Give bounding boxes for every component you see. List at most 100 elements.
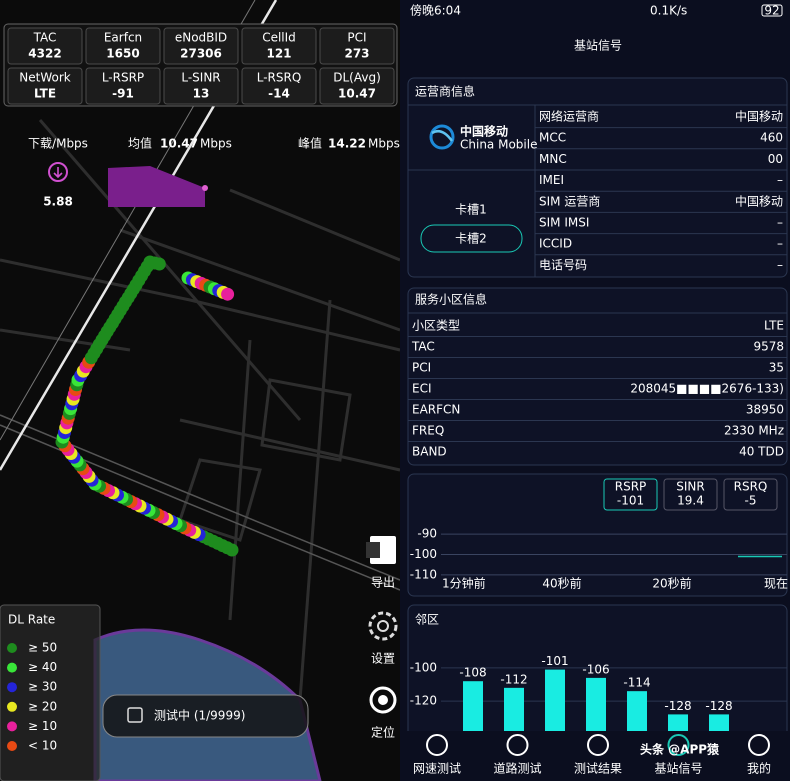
metric-tab[interactable] [663, 478, 718, 511]
bar-value-label: -128 [705, 699, 732, 713]
legend-swatch [7, 701, 17, 712]
metric-tab[interactable] [723, 478, 778, 511]
nav-icon[interactable] [506, 734, 529, 756]
road [229, 188, 401, 262]
bar [627, 691, 647, 731]
x-tick-label: 1分钟前 [442, 576, 486, 591]
nav-icon[interactable] [426, 734, 448, 756]
cell-card [407, 287, 788, 466]
card-title: 服务小区信息 [415, 292, 487, 307]
nav-icon[interactable] [667, 734, 690, 756]
legend-swatch [7, 643, 17, 653]
operator-logo-swirl [431, 130, 454, 142]
settings-icon[interactable] [368, 611, 398, 641]
row-value: – [777, 173, 783, 187]
status-time: 傍晚6:04 [410, 3, 461, 18]
metric-tab-name[interactable]: RSRP [615, 480, 647, 494]
row-value: 40 TDD [739, 445, 784, 459]
stat-cell [163, 27, 239, 65]
stats-grid: TAC 4322 Earfcn 1650 eNodBID 27306 CellId 121 PC… [7, 27, 395, 105]
metric-tab-value[interactable]: -5 [745, 494, 757, 508]
status-text[interactable]: 测试中 (1/9999) [154, 708, 245, 723]
stat-cell [241, 27, 317, 65]
slot-label[interactable]: 卡槽1 [455, 203, 487, 217]
nav-label[interactable]: 测试结果 [574, 761, 622, 776]
bar-value-label: -101 [541, 654, 568, 668]
locate-icon-core[interactable] [378, 695, 388, 705]
card-title: 邻区 [415, 613, 439, 627]
stat-cell [319, 67, 395, 105]
status-checkbox[interactable] [127, 707, 143, 723]
slot-label[interactable]: 卡槽2 [455, 232, 487, 246]
legend-box [0, 604, 101, 781]
sparkline-end [202, 185, 208, 191]
bar [586, 677, 606, 731]
row-label: FREQ [412, 424, 444, 438]
row-value: – [777, 258, 783, 272]
watermark: 头条 @APP猿 [640, 742, 720, 757]
stat-cell [7, 27, 83, 65]
average-unit: Mbps [200, 137, 232, 151]
nav-label[interactable]: 基站信号 [654, 762, 702, 776]
metric-tab-value[interactable]: -101 [617, 494, 644, 508]
x-tick-label: 现在 [764, 577, 788, 591]
row-value: – [777, 237, 783, 251]
stat-label: TAC [33, 31, 57, 45]
nav: 网速测试 道路测试 测试结果 基站信号 我的 头条 @APP猿 [413, 734, 771, 776]
download-label: 下载/Mbps [28, 137, 88, 151]
settings-icon-core[interactable] [377, 620, 389, 632]
bar [709, 714, 729, 731]
nav-label[interactable]: 我的 [747, 761, 771, 776]
nav-icon[interactable] [587, 734, 609, 756]
side-button-label[interactable]: 导出 [371, 576, 395, 590]
legend-label: ≥ 20 [28, 699, 57, 713]
download-icon [48, 162, 68, 182]
average-label: 均值 [128, 136, 152, 151]
row-value: 38950 [746, 403, 784, 417]
nav-icon[interactable] [748, 734, 770, 756]
export-icon-x[interactable] [366, 542, 380, 558]
stat-label: L-SINR [181, 71, 220, 85]
row-label: SIM IMSI [539, 216, 589, 230]
map-roads [0, 119, 401, 701]
row-value: 208045■■■■2676-133) [630, 382, 784, 396]
side-button-label[interactable]: 设置 [371, 652, 395, 666]
legend-label: ≥ 40 [28, 660, 57, 674]
metric-tab-name[interactable]: RSRQ [734, 480, 768, 494]
row-value: 9578 [753, 340, 784, 354]
metric-tab-name[interactable]: SINR [676, 480, 704, 494]
row-value: – [777, 216, 783, 230]
metric-tab[interactable] [603, 478, 658, 511]
bar [463, 681, 483, 731]
stat-value: 13 [193, 87, 210, 101]
stat-label: Earfcn [104, 31, 142, 45]
stat-cell [319, 27, 395, 65]
row-label: TAC [411, 340, 435, 354]
slot-button[interactable] [420, 224, 523, 253]
row-value: 中国移动 [735, 109, 783, 124]
stat-label: NetWork [19, 71, 71, 85]
metric-tab-value[interactable]: 19.4 [677, 494, 704, 508]
stat-label: DL(Avg) [333, 71, 381, 85]
row-value: 00 [768, 152, 783, 166]
row-value: 35 [769, 361, 784, 375]
screen-title: 基站信号 [574, 39, 622, 53]
road [179, 418, 401, 472]
side-button-label[interactable]: 定位 [371, 725, 395, 740]
stat-value: 1650 [106, 47, 139, 61]
locate-icon[interactable] [369, 686, 397, 714]
bar-value-label: -112 [500, 672, 527, 686]
stat-cell [241, 67, 317, 105]
signal-card [407, 473, 788, 597]
road [298, 299, 332, 701]
nav-label[interactable]: 道路测试 [493, 761, 541, 776]
row-label: IMEI [539, 173, 564, 187]
status-pill[interactable] [102, 694, 309, 738]
row-label: PCI [412, 361, 431, 375]
nav-label[interactable]: 网速测试 [413, 761, 461, 776]
stat-value: -91 [112, 87, 134, 101]
road [228, 339, 252, 621]
